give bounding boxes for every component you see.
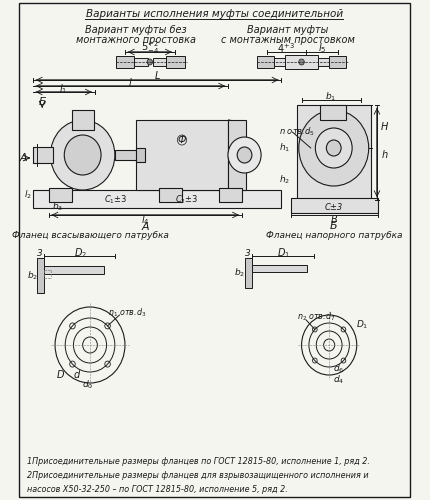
Text: $n$ отв.$d_5$: $n$ отв.$d_5$	[278, 126, 314, 138]
Bar	[244, 258, 251, 288]
Bar	[116, 56, 134, 68]
Bar	[136, 148, 145, 162]
Circle shape	[298, 110, 368, 186]
Bar	[273, 58, 284, 66]
Text: $h_2$: $h_2$	[279, 174, 290, 186]
Text: d: d	[74, 370, 80, 380]
Text: C±3: C±3	[324, 202, 342, 211]
Text: $b_2$: $b_2$	[234, 267, 245, 279]
Text: насосов Х50-32-250 – по ГОСТ 12815-80, исполнение 5, ряд 2.: насосов Х50-32-250 – по ГОСТ 12815-80, и…	[28, 486, 288, 494]
Text: Вариант муфты: Вариант муфты	[246, 25, 328, 35]
Text: Фланец всасывающего патрубка: Фланец всасывающего патрубка	[12, 232, 168, 240]
Bar	[37, 258, 44, 293]
Text: $d_4$: $d_4$	[332, 374, 343, 386]
Bar	[319, 105, 345, 120]
Circle shape	[227, 137, 261, 173]
Text: $5^{+2}_{-4}$: $5^{+2}_{-4}$	[141, 40, 158, 56]
Text: $l_2$: $l_2$	[24, 188, 31, 201]
Circle shape	[50, 120, 114, 190]
Text: $b_2$: $b_2$	[27, 270, 37, 282]
Bar	[317, 58, 329, 66]
Bar	[49, 188, 71, 202]
Bar	[136, 120, 227, 190]
Bar	[166, 56, 184, 68]
Bar	[152, 58, 166, 66]
Text: L: L	[154, 71, 160, 81]
Text: 3: 3	[245, 248, 251, 258]
Text: А: А	[141, 222, 149, 232]
Bar	[284, 55, 317, 69]
Text: $D_1$: $D_1$	[355, 319, 368, 331]
Bar	[71, 110, 93, 130]
Text: 3: 3	[37, 248, 43, 258]
Bar	[33, 190, 281, 208]
Text: Ф: Ф	[178, 135, 186, 145]
Bar	[257, 56, 273, 68]
Text: $d_6$: $d_6$	[332, 363, 343, 375]
Circle shape	[147, 59, 152, 65]
Bar	[218, 188, 241, 202]
Text: $D_2$: $D_2$	[74, 246, 87, 260]
Text: $b_1$: $b_1$	[325, 91, 336, 104]
Text: $h_1$: $h_1$	[279, 142, 290, 154]
Text: $n_2$ отв.$d_7$: $n_2$ отв.$d_7$	[296, 310, 335, 324]
Circle shape	[298, 59, 304, 65]
Text: 2Присоединительные размеры фланцев для взрывозащищенного исполнения и: 2Присоединительные размеры фланцев для в…	[28, 472, 368, 480]
Text: монтажного простовка: монтажного простовка	[76, 35, 196, 45]
Text: $C_1±3$: $C_1±3$	[104, 194, 127, 206]
Circle shape	[326, 140, 340, 156]
Text: h: h	[381, 150, 387, 160]
Bar	[159, 188, 181, 202]
Circle shape	[237, 147, 251, 163]
Text: Вариант муфты без: Вариант муфты без	[85, 25, 186, 35]
Text: B: B	[330, 215, 336, 225]
Circle shape	[64, 135, 101, 175]
Text: Варианты исполнения муфты соединительной: Варианты исполнения муфты соединительной	[86, 9, 342, 19]
Bar	[227, 120, 246, 190]
Text: H: H	[380, 122, 387, 132]
Text: $b_3$: $b_3$	[52, 200, 63, 213]
Bar	[33, 147, 53, 163]
Bar	[134, 58, 147, 66]
Text: $C_2±3$: $C_2±3$	[175, 194, 198, 206]
Text: $4^{+3}$: $4^{+3}$	[276, 41, 294, 55]
Text: $d_0$: $d_0$	[81, 379, 93, 391]
Circle shape	[315, 128, 351, 168]
Text: $l_5$: $l_5$	[318, 41, 326, 55]
Bar	[114, 150, 140, 160]
Text: А: А	[20, 153, 28, 163]
Bar	[251, 265, 306, 272]
Text: Фланец напорного патрубка: Фланец напорного патрубка	[265, 232, 401, 240]
Text: l: l	[129, 78, 132, 88]
Text: с монтажным простовком: с монтажным простовком	[220, 35, 354, 45]
Bar	[44, 266, 104, 274]
Bar	[329, 56, 345, 68]
Text: $n_1$ отв.$d_3$: $n_1$ отв.$d_3$	[108, 306, 147, 320]
Text: $D_1$: $D_1$	[276, 246, 289, 260]
Bar	[290, 198, 377, 213]
Text: D: D	[57, 370, 64, 380]
Text: Б: Б	[38, 97, 46, 107]
Text: $l_1$: $l_1$	[59, 82, 68, 96]
Text: Б: Б	[329, 221, 337, 231]
Text: 1Присоединительные размеры фланцев по ГОСТ 12815-80, исполнение 1, ряд 2.: 1Присоединительные размеры фланцев по ГО…	[28, 458, 369, 466]
Text: $l_4$: $l_4$	[141, 213, 149, 227]
Bar	[296, 105, 370, 200]
